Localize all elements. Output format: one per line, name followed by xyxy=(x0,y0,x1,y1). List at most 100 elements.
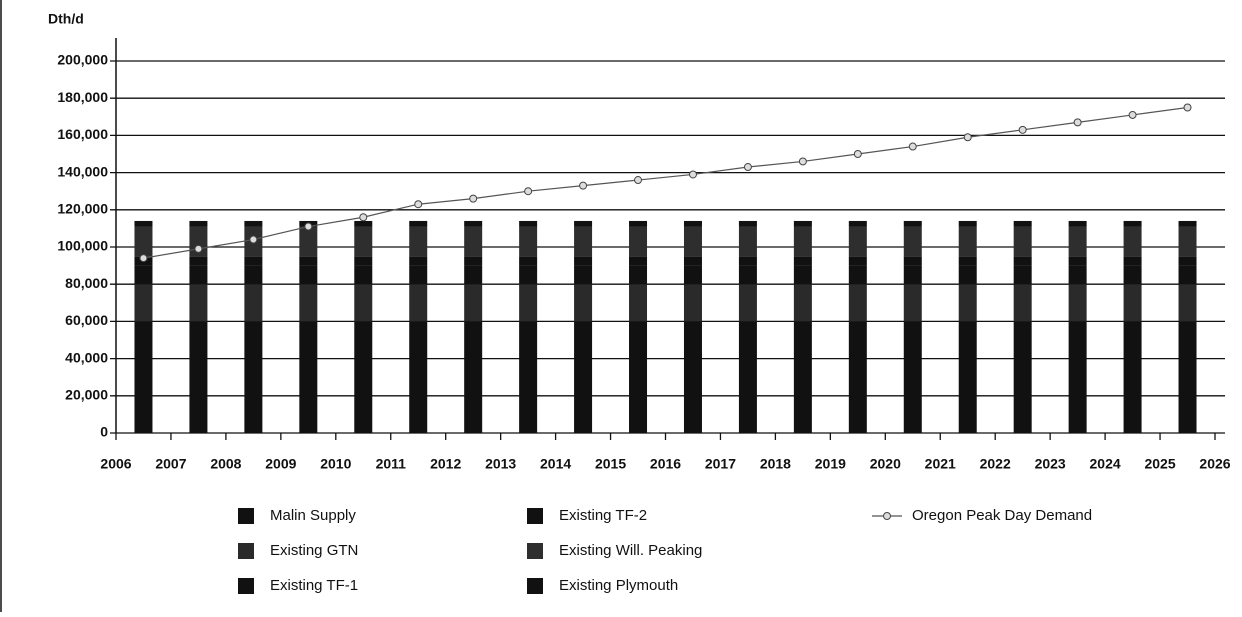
bar-segment xyxy=(189,256,208,266)
bar-segment xyxy=(738,226,757,257)
bar-segment xyxy=(793,226,812,257)
bar-segment xyxy=(1068,321,1087,433)
bar-segment xyxy=(189,265,208,285)
bar-segment xyxy=(1068,226,1087,257)
bar-segment xyxy=(738,220,757,227)
x-tick-label: 2018 xyxy=(760,456,791,472)
bar-segment xyxy=(244,284,263,322)
legend-swatch xyxy=(238,543,254,559)
bar-segment xyxy=(244,265,263,285)
demand-marker xyxy=(469,194,478,203)
bar-segment xyxy=(1068,256,1087,266)
x-tick-label: 2008 xyxy=(210,456,241,472)
demand-marker xyxy=(908,142,917,151)
bar-segment xyxy=(793,265,812,285)
bar-segment xyxy=(958,226,977,257)
bar-segment xyxy=(574,256,593,266)
x-tick-label: 2016 xyxy=(650,456,681,472)
bar-segment xyxy=(464,265,483,285)
bar-segment xyxy=(354,265,373,285)
bar-segment xyxy=(189,220,208,227)
demand-marker xyxy=(634,176,643,185)
bar-segment xyxy=(848,256,867,266)
bar-segment xyxy=(299,284,318,322)
y-tick-label: 60,000 xyxy=(65,312,108,328)
bar-segment xyxy=(464,321,483,433)
x-tick-label: 2020 xyxy=(870,456,901,472)
bar-segment xyxy=(793,284,812,322)
demand-marker xyxy=(139,254,148,263)
demand-marker xyxy=(963,133,972,142)
bar-segment xyxy=(903,220,922,227)
bar-segment xyxy=(464,220,483,227)
bar-segment xyxy=(793,321,812,433)
demand-marker xyxy=(579,181,588,190)
y-tick-label: 40,000 xyxy=(65,349,108,365)
x-tick-label: 2022 xyxy=(980,456,1011,472)
bar-segment xyxy=(903,321,922,433)
bar-segment xyxy=(683,220,702,227)
bar-segment xyxy=(519,321,538,433)
bar-segment xyxy=(738,256,757,266)
legend-label: Existing TF-1 xyxy=(270,577,358,594)
bar-segment xyxy=(793,256,812,266)
x-tick-label: 2017 xyxy=(705,456,736,472)
y-tick-label: 0 xyxy=(100,424,108,440)
demand-marker xyxy=(524,187,533,196)
demand-marker xyxy=(743,163,752,172)
bar-segment xyxy=(189,226,208,257)
bar-segment xyxy=(848,321,867,433)
bar-segment xyxy=(903,284,922,322)
bar-segment xyxy=(299,256,318,266)
bar-segment xyxy=(134,220,153,227)
bar-segment xyxy=(958,321,977,433)
bar-segment xyxy=(519,226,538,257)
bar-segment xyxy=(244,321,263,433)
bar-segment xyxy=(1178,220,1197,227)
bar-segment xyxy=(519,284,538,322)
bar-segment xyxy=(1013,226,1032,257)
bar-segment xyxy=(299,321,318,433)
x-tick-label: 2019 xyxy=(815,456,846,472)
bar-segment xyxy=(1013,265,1032,285)
bar-segment xyxy=(574,265,593,285)
x-tick-label: 2013 xyxy=(485,456,516,472)
bar-segment xyxy=(134,321,153,433)
y-tick-label: 80,000 xyxy=(65,275,108,291)
bar-segment xyxy=(299,265,318,285)
bar-segment xyxy=(574,321,593,433)
demand-marker xyxy=(194,244,203,253)
bar-segment xyxy=(409,321,428,433)
bar-segment xyxy=(409,284,428,322)
y-axis-label: Dth/d xyxy=(48,11,84,27)
bar-segment xyxy=(134,226,153,257)
bar-segment xyxy=(848,226,867,257)
legend-label: Existing Plymouth xyxy=(559,577,678,594)
demand-marker xyxy=(1183,103,1192,112)
y-tick-label: 200,000 xyxy=(57,52,108,68)
bar-segment xyxy=(629,226,648,257)
bar-segment xyxy=(1013,256,1032,266)
bar-segment xyxy=(189,321,208,433)
y-tick-label: 100,000 xyxy=(57,238,108,254)
bar-segment xyxy=(1178,265,1197,285)
bar-segment xyxy=(519,220,538,227)
bar-segment xyxy=(1123,256,1142,266)
bar-segment xyxy=(519,256,538,266)
x-tick-label: 2006 xyxy=(100,456,131,472)
y-tick-label: 160,000 xyxy=(57,126,108,142)
bar-segment xyxy=(1068,220,1087,227)
bar-segment xyxy=(629,256,648,266)
bar-segment xyxy=(1068,265,1087,285)
bar-segment xyxy=(1123,265,1142,285)
bar-segment xyxy=(629,284,648,322)
demand-marker xyxy=(249,235,258,244)
bar-segment xyxy=(464,256,483,266)
bar-segment xyxy=(903,265,922,285)
bar-segment xyxy=(354,220,373,227)
demand-marker xyxy=(1128,110,1137,119)
bar-segment xyxy=(848,220,867,227)
bar-segment xyxy=(629,220,648,227)
bar-segment xyxy=(793,220,812,227)
demand-line xyxy=(143,106,1188,259)
